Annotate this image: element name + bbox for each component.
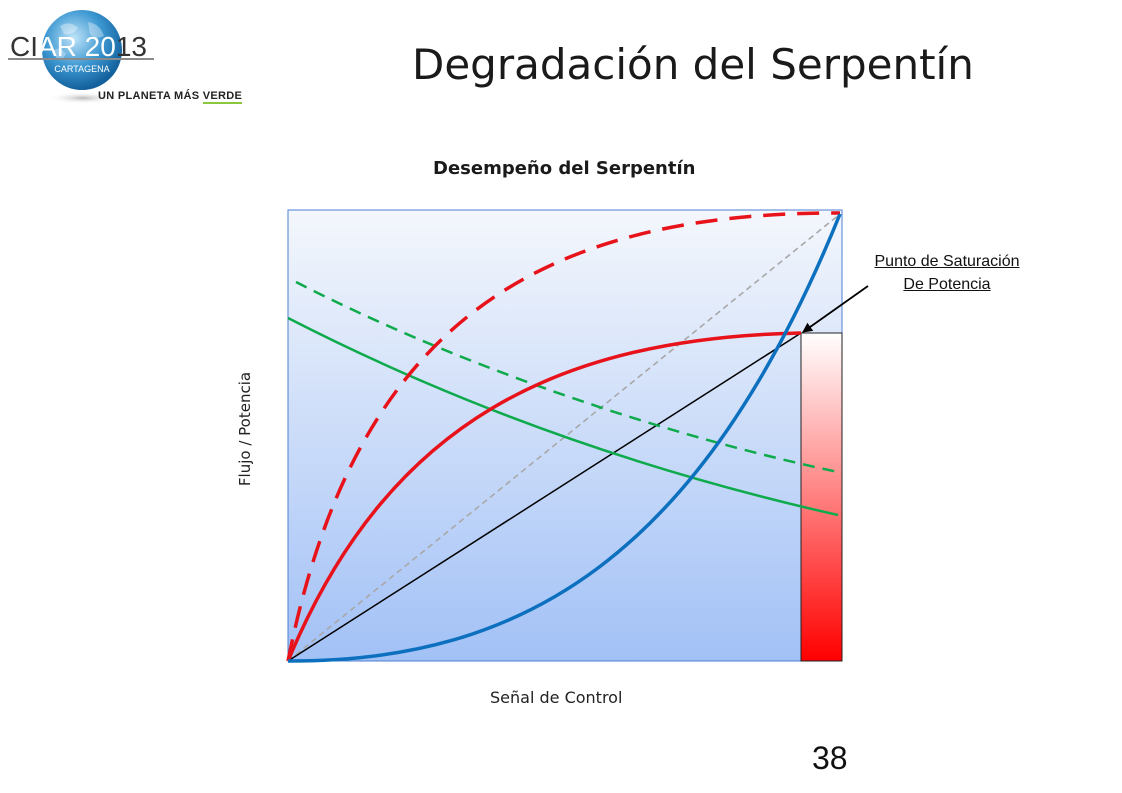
logo-tagline: UN PLANETA MÁS VERDE xyxy=(98,90,243,104)
plot-area xyxy=(287,209,843,662)
blue-curve xyxy=(287,213,842,663)
red-solid-curve xyxy=(286,331,802,662)
green-dashed-curve xyxy=(295,280,839,474)
green-solid-curve xyxy=(287,316,839,517)
saturation-line xyxy=(287,332,802,662)
page-number: 38 xyxy=(812,740,848,776)
saturation-region-bar xyxy=(800,332,843,662)
x-axis-label: Señal de Control xyxy=(490,688,623,707)
red-dashed-curve xyxy=(286,211,841,662)
annotation-line-2: De Potencia xyxy=(903,276,991,293)
globe-icon xyxy=(42,10,122,90)
svg-text:CIAR 2013: CIAR 2013 xyxy=(10,31,147,62)
slide-title: Degradación del Serpentín xyxy=(412,40,974,89)
svg-text:CARTAGENA: CARTAGENA xyxy=(54,64,109,74)
saturation-point-annotation: Punto de Saturación De Potencia xyxy=(852,250,1042,296)
ciar-2013-logo: CIAR 2013 CARTAGENA xyxy=(8,10,154,104)
y-axis-label: Flujo / Potencia xyxy=(236,371,254,487)
annotation-line-1: Punto de Saturación xyxy=(874,253,1020,270)
chart-title: Desempeño del Serpentín xyxy=(433,158,696,179)
annotation-arrow xyxy=(802,285,869,333)
